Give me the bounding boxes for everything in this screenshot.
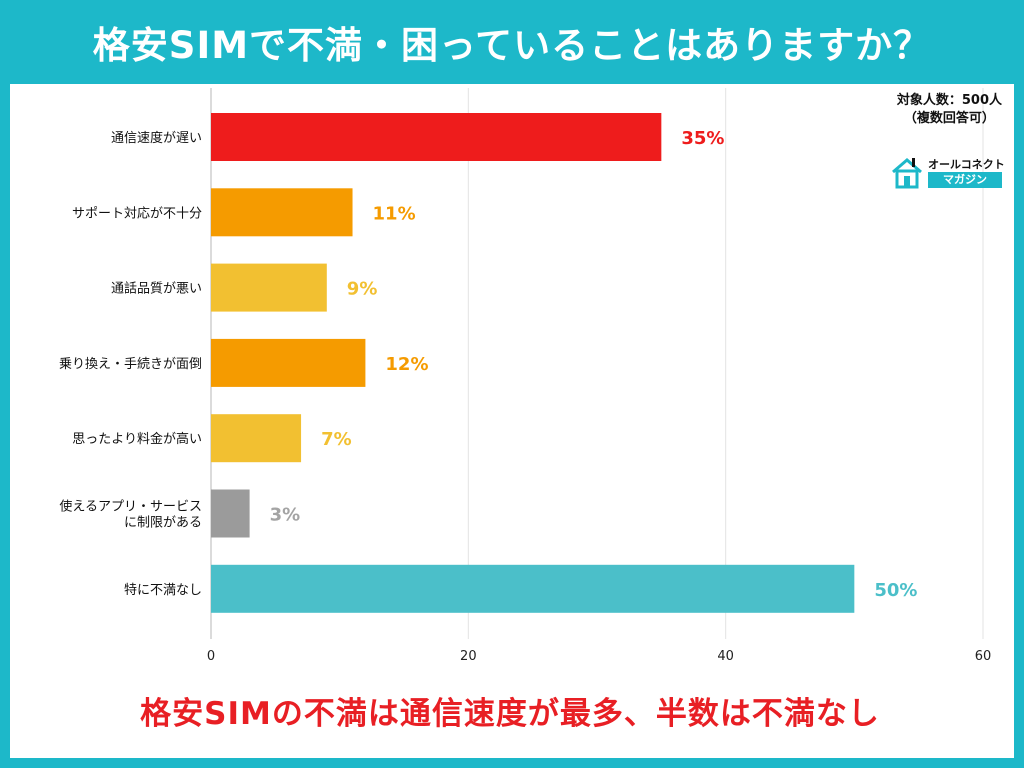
- category-label-5-line0: 使えるアプリ・サービス: [59, 499, 202, 515]
- category-label-3: 乗り換え・手続きが面倒: [59, 357, 202, 372]
- category-label-6: 特に不満なし: [124, 583, 202, 598]
- house-logo-icon: [892, 158, 922, 189]
- survey-note-line2: （複数回答可）: [903, 111, 995, 126]
- x-tick-label-40: 40: [717, 649, 734, 664]
- bar-chart: 0 20 40 60 通信速度が遅い 35% サポート対応が不十分 11% 通話品質が悪い 9% 乗…: [59, 88, 992, 664]
- value-label-4: 7%: [321, 429, 352, 450]
- category-label-2: 通話品質が悪い: [111, 281, 202, 297]
- survey-note-line1: 対象人数：500人: [896, 93, 1002, 108]
- value-label-0: 35%: [681, 128, 724, 149]
- page-title: 格安SIMで不満・困っていることはありますか？: [92, 24, 932, 67]
- x-tick-label-0: 0: [207, 649, 215, 664]
- category-label-4: 思ったより料金が高い: [72, 431, 202, 447]
- bar-1: [211, 188, 353, 237]
- category-label-0: 通信速度が遅い: [111, 130, 202, 146]
- chart-panel: 0 20 40 60 通信速度が遅い 35% サポート対応が不十分 11% 通話品質が悪い 9% 乗…: [10, 84, 1014, 758]
- bar-0: [211, 113, 662, 161]
- bar-4: [211, 414, 302, 463]
- x-tick-label-20: 20: [460, 649, 477, 664]
- bar-6: [211, 564, 855, 613]
- value-label-1: 11%: [373, 203, 416, 224]
- brand-logo: オールコネクト マガジン: [890, 156, 1010, 192]
- survey-note: 対象人数：500人 （複数回答可）: [897, 92, 1002, 128]
- bar-3: [211, 338, 366, 387]
- value-label-5: 3%: [270, 505, 301, 526]
- conclusion-banner: 格安SIMの不満は通信速度が最多、半数は不満なし: [22, 674, 998, 746]
- bar-2: [211, 263, 327, 312]
- x-tick-label-60: 60: [975, 649, 992, 664]
- bar-5: [211, 489, 250, 538]
- category-label-5-line1: に制限がある: [124, 516, 202, 531]
- value-label-2: 9%: [347, 279, 378, 300]
- logo-text-top: オールコネクト: [928, 158, 1005, 171]
- value-label-3: 12%: [385, 354, 428, 375]
- category-label-1: サポート対応が不十分: [72, 206, 202, 221]
- logo-text-bottom: マガジン: [928, 172, 1002, 188]
- value-label-6: 50%: [874, 580, 917, 601]
